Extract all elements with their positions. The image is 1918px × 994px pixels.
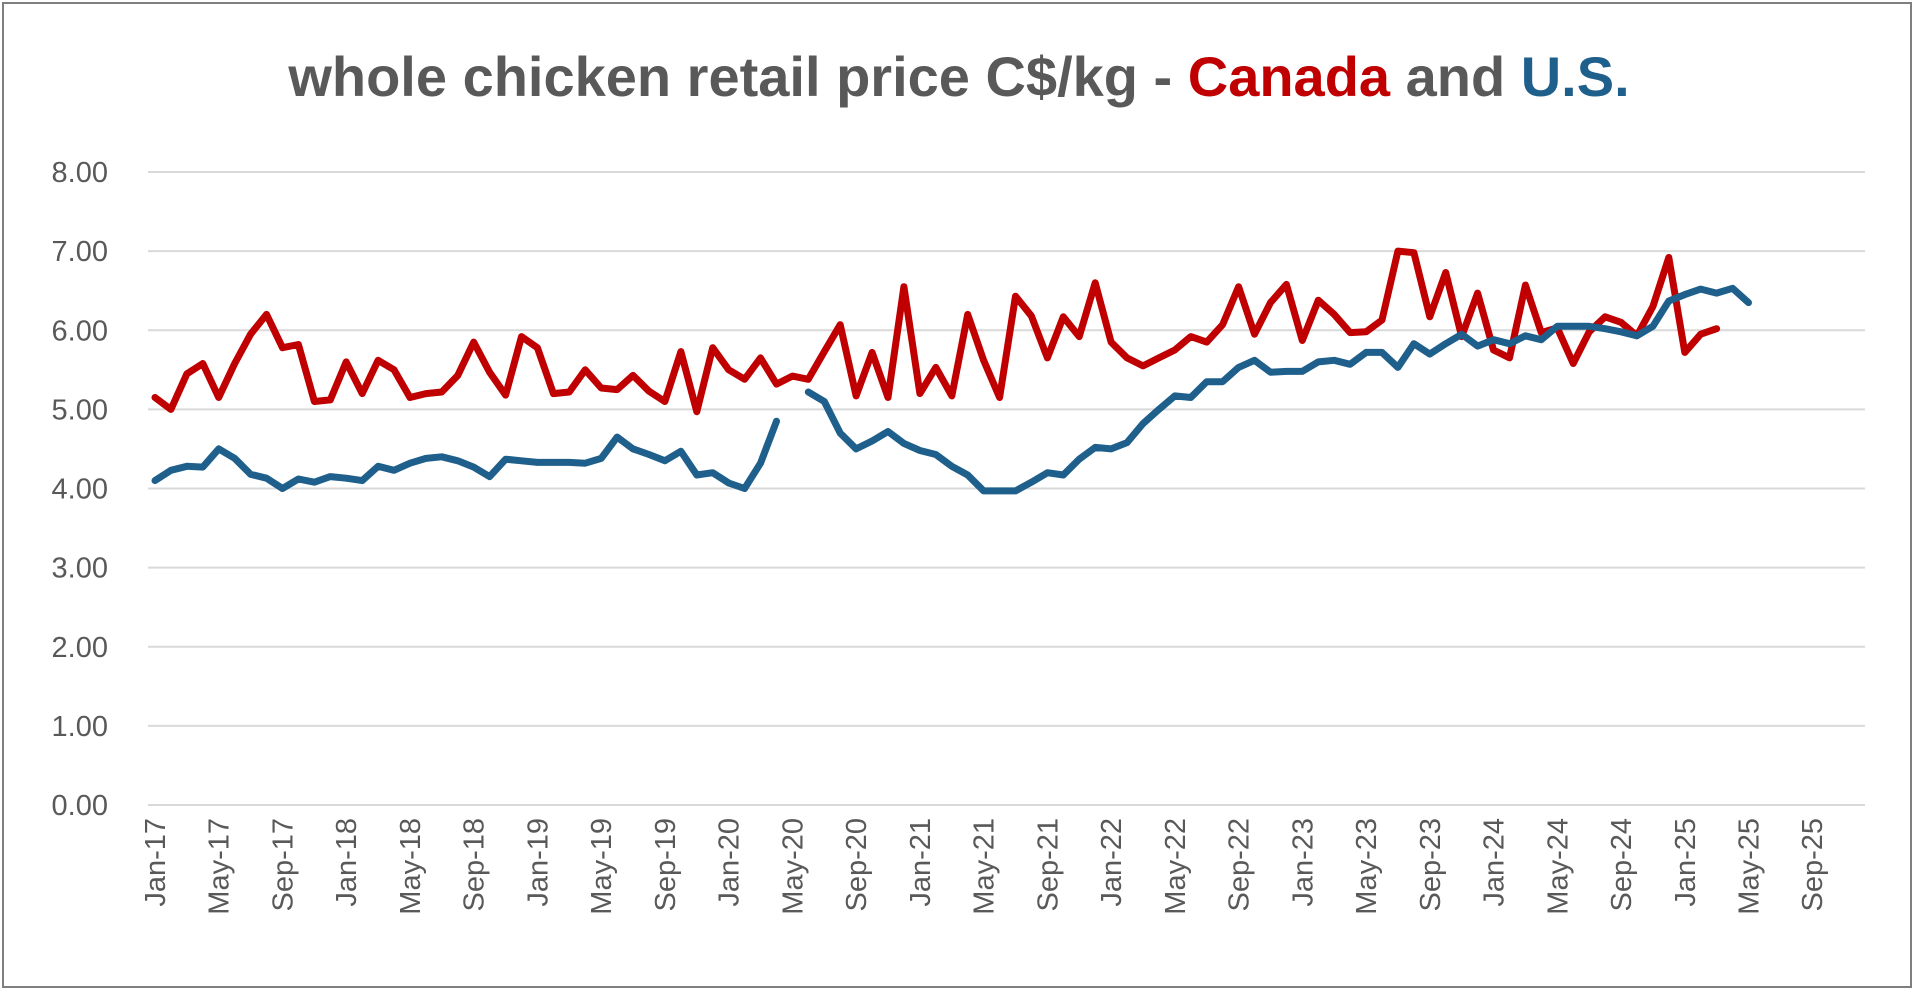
series-line-canada: [151, 247, 1721, 416]
y-tick-label: 4.00: [52, 474, 108, 506]
x-tick-label: May-23: [1351, 818, 1383, 915]
x-tick-label: Sep-21: [1032, 818, 1064, 912]
x-tick-label: Sep-17: [267, 818, 299, 912]
y-tick-label: 6.00: [52, 315, 108, 347]
y-tick-label: 1.00: [52, 711, 108, 743]
x-tick-label: May-17: [204, 818, 236, 915]
x-tick-label: Jan-24: [1479, 818, 1511, 907]
series-line-us: [151, 284, 1752, 495]
y-axis-ticks: 0.00 1.00 2.00 3.00 4.00 5.00 6.00 7.00 8.00: [52, 157, 108, 822]
x-tick-label: May-21: [969, 818, 1001, 915]
y-tick-label: 0.00: [52, 790, 108, 822]
x-tick-label: Jan-20: [714, 818, 746, 907]
y-tick-label: 2.00: [52, 632, 108, 664]
x-axis-ticks: Jan-17 May-17 Sep-17 Jan-18 May-18 Sep-18 Jan-…: [140, 818, 1829, 915]
y-tick-label: 5.00: [52, 394, 108, 426]
x-tick-label: Jan-25: [1670, 818, 1702, 907]
x-tick-label: Sep-19: [650, 818, 682, 912]
y-tick-label: 3.00: [52, 553, 108, 585]
x-tick-label: Jan-18: [331, 818, 363, 907]
title-text: whole chicken retail price C$/kg -: [288, 45, 1188, 108]
x-tick-label: May-25: [1734, 818, 1766, 915]
x-tick-label: Jan-22: [1096, 818, 1128, 907]
x-tick-label: May-19: [586, 818, 618, 915]
gridlines: [148, 171, 1865, 806]
x-tick-label: Sep-23: [1415, 818, 1447, 912]
y-tick-label: 8.00: [52, 157, 108, 189]
chart-title: whole chicken retail price C$/kg - Canad…: [0, 44, 1918, 109]
series-lines: [151, 247, 1752, 495]
x-tick-label: Jan-19: [522, 818, 554, 907]
x-tick-label: May-18: [395, 818, 427, 915]
x-tick-label: May-22: [1160, 818, 1192, 915]
y-tick-label: 7.00: [52, 236, 108, 268]
title-canada: Canada: [1187, 45, 1391, 108]
x-tick-label: Sep-25: [1797, 818, 1829, 912]
title-and: and: [1390, 45, 1521, 108]
x-tick-label: Sep-24: [1606, 818, 1638, 912]
x-tick-label: Jan-17: [140, 818, 172, 907]
title-us: U.S.: [1520, 45, 1630, 108]
x-tick-label: Sep-18: [459, 818, 491, 912]
x-tick-label: Jan-21: [905, 818, 937, 907]
x-tick-label: May-24: [1542, 818, 1574, 915]
x-tick-label: Jan-23: [1287, 818, 1319, 907]
x-tick-label: Sep-20: [841, 818, 873, 912]
x-tick-label: May-20: [777, 818, 809, 915]
x-tick-label: Sep-22: [1224, 818, 1256, 912]
